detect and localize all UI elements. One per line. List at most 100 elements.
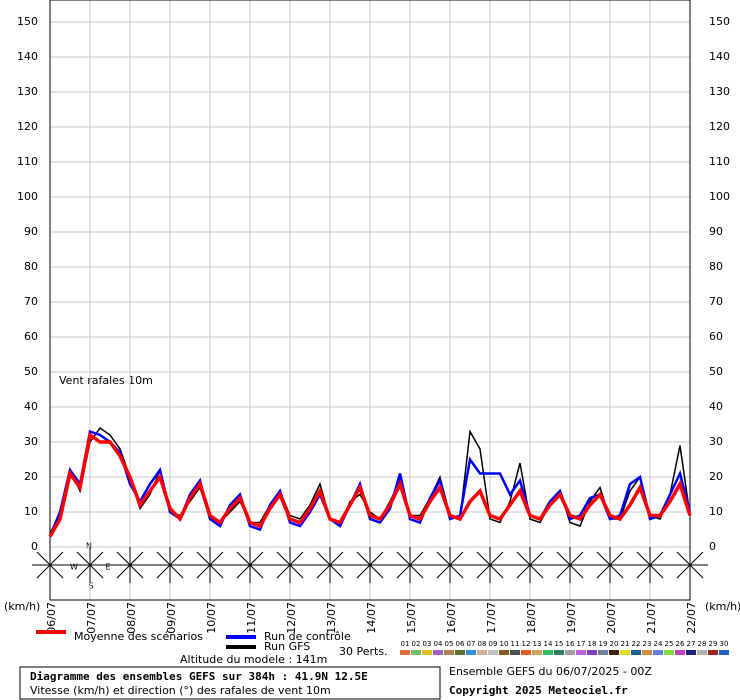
x-tick-label: 16/07: [445, 602, 458, 634]
title-box: [19, 666, 441, 700]
perturbation-label: 21: [621, 640, 630, 648]
legend-label: Moyenne des scénarios: [74, 630, 203, 643]
perturbations-label: 30 Perts.: [339, 645, 388, 658]
plot-border: [49, 0, 691, 601]
perturbation-swatch: [576, 650, 586, 655]
perturbation-label: 23: [643, 640, 652, 648]
y-tick-label: 140: [17, 50, 38, 63]
y-tick-label-right: 40: [709, 400, 723, 413]
compass-w: W: [70, 563, 78, 572]
perturbation-label: 09: [489, 640, 498, 648]
perturbation-swatch: [664, 650, 674, 655]
y-tick-label-right: 120: [709, 120, 730, 133]
perturbation-label: 12: [522, 640, 531, 648]
x-tick-label: 15/07: [405, 602, 418, 634]
annotation: Vent rafales 10m: [59, 374, 153, 387]
perturbation-swatch: [510, 650, 520, 655]
perturbation-swatch: [422, 650, 432, 655]
x-tick-label: 20/07: [605, 602, 618, 634]
x-tick-label: 19/07: [565, 602, 578, 634]
perturbation-swatch: [411, 650, 421, 655]
perturbation-swatch: [565, 650, 575, 655]
perturbation-swatch: [675, 650, 685, 655]
perturbation-swatch: [543, 650, 553, 655]
y-tick-label-right: 130: [709, 85, 730, 98]
perturbation-label: 14: [544, 640, 553, 648]
y-tick-label: 130: [17, 85, 38, 98]
perturbation-label: 30: [720, 640, 729, 648]
y-tick-label-right: 110: [709, 155, 730, 168]
perturbation-label: 04: [434, 640, 443, 648]
y-tick-label: 20: [24, 470, 38, 483]
perturbation-swatch: [708, 650, 718, 655]
perturbation-label: 06: [456, 640, 465, 648]
y-tick-label-right: 80: [709, 260, 723, 273]
perturbation-swatch: [609, 650, 619, 655]
y-tick-label-right: 30: [709, 435, 723, 448]
series-line: [48, 429, 692, 537]
perturbation-swatch: [686, 650, 696, 655]
x-tick-label: 06/07: [45, 602, 58, 634]
perturbation-label: 25: [665, 640, 674, 648]
run-info: Ensemble GEFS du 06/07/2025 - 00Z: [449, 665, 652, 678]
x-tick-label: 14/07: [365, 602, 378, 634]
compass-n: N: [86, 542, 92, 551]
x-tick-label: 22/07: [685, 602, 698, 634]
perturbation-label: 27: [687, 640, 696, 648]
altitude: Altitude du modele : 141m: [180, 653, 327, 666]
perturbation-label: 11: [511, 640, 520, 648]
title: Diagramme des ensembles GEFS sur 384h : …: [30, 670, 368, 683]
perturbation-label: 18: [588, 640, 597, 648]
x-tick-label: 08/07: [125, 602, 138, 634]
perturbation-label: 07: [467, 640, 476, 648]
perturbation-swatch: [466, 650, 476, 655]
perturbation-label: 19: [599, 640, 608, 648]
perturbation-label: 05: [445, 640, 454, 648]
x-tick-label: 21/07: [645, 602, 658, 634]
perturbation-label: 29: [709, 640, 718, 648]
perturbation-label: 17: [577, 640, 586, 648]
perturbation-swatch: [642, 650, 652, 655]
unit-left: (km/h): [4, 600, 40, 613]
perturbation-label: 26: [676, 640, 685, 648]
y-tick-label: 80: [24, 260, 38, 273]
x-tick-label: 13/07: [325, 602, 338, 634]
compass-s: S: [88, 582, 93, 591]
y-tick-label-right: 10: [709, 505, 723, 518]
perturbation-swatch: [499, 650, 509, 655]
perturbation-swatch: [631, 650, 641, 655]
legend-label: Run GFS: [264, 640, 310, 653]
x-tick-label: 12/07: [285, 602, 298, 634]
perturbation-swatch: [598, 650, 608, 655]
perturbation-swatch: [554, 650, 564, 655]
perturbation-swatch: [455, 650, 465, 655]
x-tick-label: 17/07: [485, 602, 498, 634]
y-tick-label: 90: [24, 225, 38, 238]
perturbation-label: 20: [610, 640, 619, 648]
legend-label: Run de contrôle: [264, 630, 351, 643]
y-tick-label: 50: [24, 365, 38, 378]
perturbation-label: 22: [632, 640, 641, 648]
perturbation-label: 08: [478, 640, 487, 648]
y-tick-label: 150: [17, 15, 38, 28]
y-tick-label: 30: [24, 435, 38, 448]
perturbation-label: 01: [401, 640, 410, 648]
subtitle: Vitesse (km/h) et direction (°) des rafa…: [30, 684, 331, 697]
perturbation-label: 02: [412, 640, 421, 648]
y-tick-label-right: 70: [709, 295, 723, 308]
copyright: Copyright 2025 Meteociel.fr: [449, 684, 628, 697]
perturbation-label: 10: [500, 640, 509, 648]
perturbation-swatch: [400, 650, 410, 655]
y-tick-label: 110: [17, 155, 38, 168]
y-tick-label-right: 140: [709, 50, 730, 63]
y-tick-label-right: 60: [709, 330, 723, 343]
y-tick-label: 10: [24, 505, 38, 518]
series-line: [48, 432, 692, 538]
perturbation-label: 03: [423, 640, 432, 648]
perturbation-swatch: [444, 650, 454, 655]
y-tick-label-right: 150: [709, 15, 730, 28]
y-tick-label: 70: [24, 295, 38, 308]
x-tick-label: 18/07: [525, 602, 538, 634]
perturbation-label: 13: [533, 640, 542, 648]
